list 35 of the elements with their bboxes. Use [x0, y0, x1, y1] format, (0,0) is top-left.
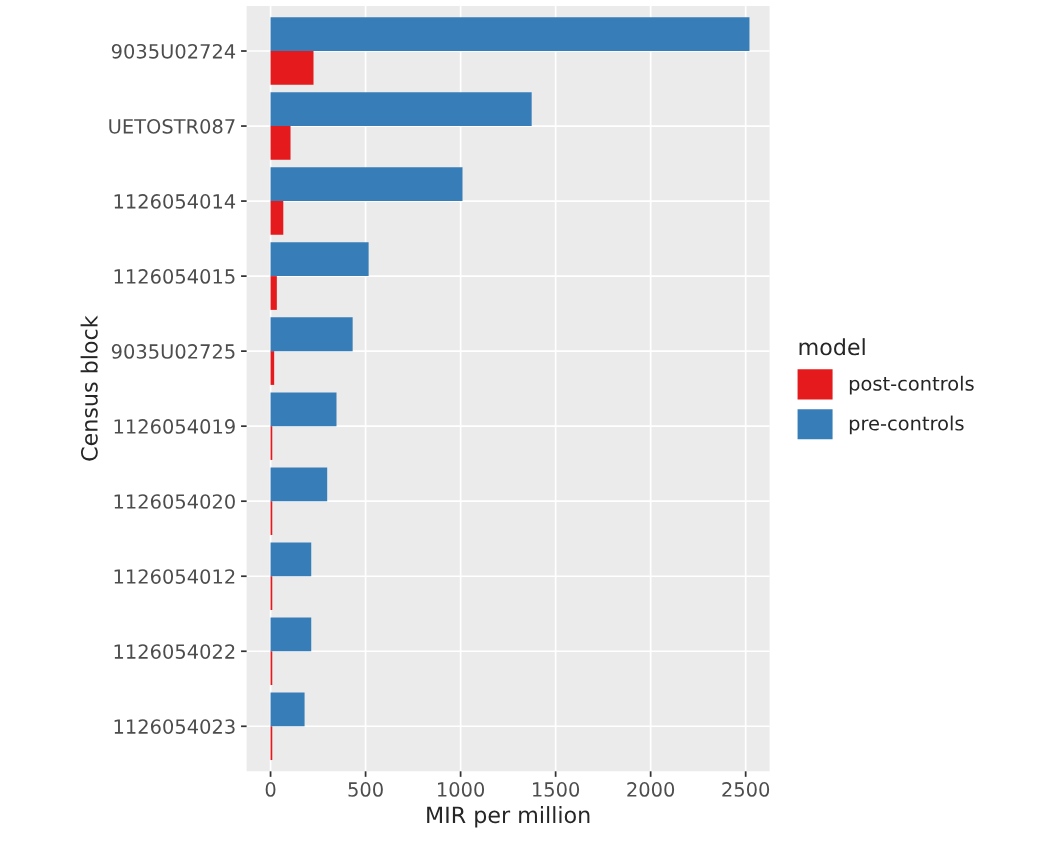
bar [270, 201, 284, 235]
bar [270, 51, 314, 85]
y-tick-label: 9035U02724 [111, 43, 236, 59]
y-tick-label: 1126054020 [114, 494, 235, 509]
y-tick-label: UETOSTR087 [109, 119, 235, 134]
bar [270, 167, 463, 202]
legend-label: pre-controls [849, 415, 964, 435]
y-tick-label: 1126054014 [114, 194, 236, 209]
y-tick-label: 1126054015 [114, 269, 235, 284]
y-tick-label: 1126054012 [114, 569, 235, 584]
x-tick-label: 2500 [722, 782, 770, 797]
x-tick-label: 1500 [533, 782, 580, 797]
bar [270, 92, 532, 127]
bar [270, 542, 312, 577]
x-axis-title: MIR per million [427, 806, 590, 828]
bar [270, 126, 291, 160]
bar [270, 467, 328, 502]
bar [270, 317, 353, 352]
bar [270, 692, 305, 727]
legend-title: model [799, 338, 865, 356]
x-tick-label: 2000 [627, 782, 675, 797]
bar [270, 242, 369, 277]
x-tick-label: 0 [265, 782, 276, 797]
x-tick-label: 1000 [438, 782, 485, 797]
legend-label: post-controls [849, 375, 974, 395]
bar [270, 17, 750, 52]
bar [270, 276, 277, 310]
y-tick-label: 1126054019 [114, 419, 235, 434]
x-tick-label: 500 [348, 782, 383, 797]
y-tick-label: 1126054023 [114, 719, 235, 734]
y-axis-title: Census block [80, 315, 98, 461]
bar [270, 617, 312, 652]
y-tick-label: 1126054022 [114, 644, 235, 659]
y-tick-label: 9035U02725 [111, 344, 235, 359]
bar [270, 392, 337, 427]
